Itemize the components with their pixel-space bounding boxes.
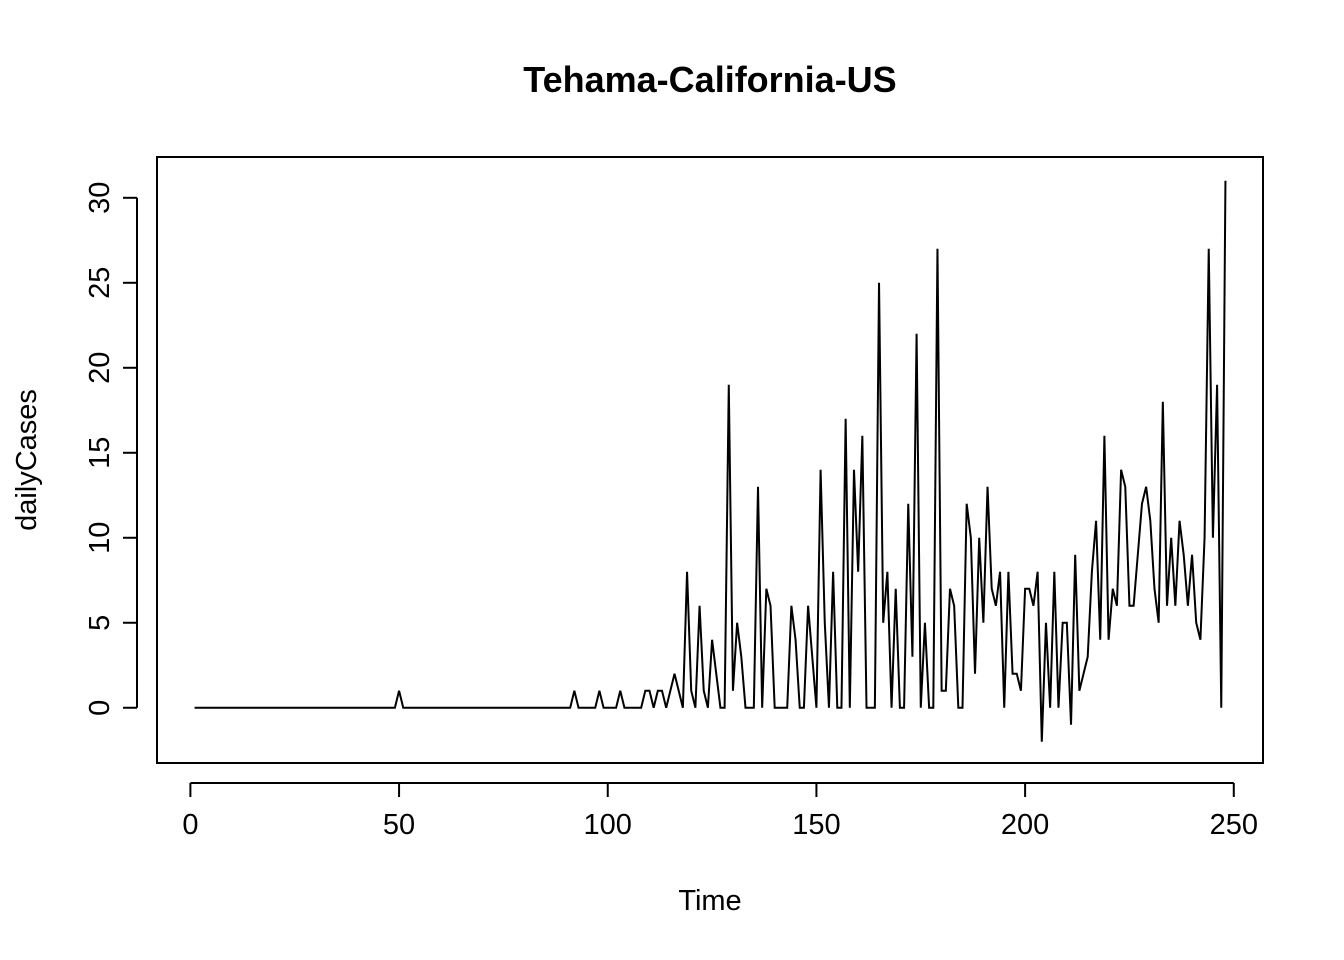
y-tick-label: 15	[84, 437, 116, 469]
x-tick-label: 200	[1001, 809, 1049, 841]
x-tick-label: 100	[584, 809, 632, 841]
chart-title: Tehama-California-US	[523, 59, 896, 100]
series-line	[194, 180, 1227, 742]
y-axis-label: dailyCases	[11, 389, 43, 531]
x-axis: 0 50 100 150 200 250	[182, 782, 1258, 841]
plot-frame	[156, 156, 1264, 764]
y-tick-label: 0	[84, 700, 116, 716]
y-tick-label: 30	[84, 182, 116, 214]
y-tick-label: 25	[84, 267, 116, 299]
x-axis-label: Time	[678, 885, 741, 917]
y-tick-label: 10	[84, 522, 116, 554]
y-tick-label: 20	[84, 352, 116, 384]
x-tick-label: 150	[792, 809, 840, 841]
x-tick-label: 0	[182, 809, 198, 841]
series-layer	[194, 180, 1227, 742]
x-tick-label: 250	[1210, 809, 1258, 841]
y-axis: 0 5 10 15 20 25 30	[84, 182, 138, 716]
y-tick-label: 5	[84, 615, 116, 631]
x-tick-label: 50	[383, 809, 415, 841]
